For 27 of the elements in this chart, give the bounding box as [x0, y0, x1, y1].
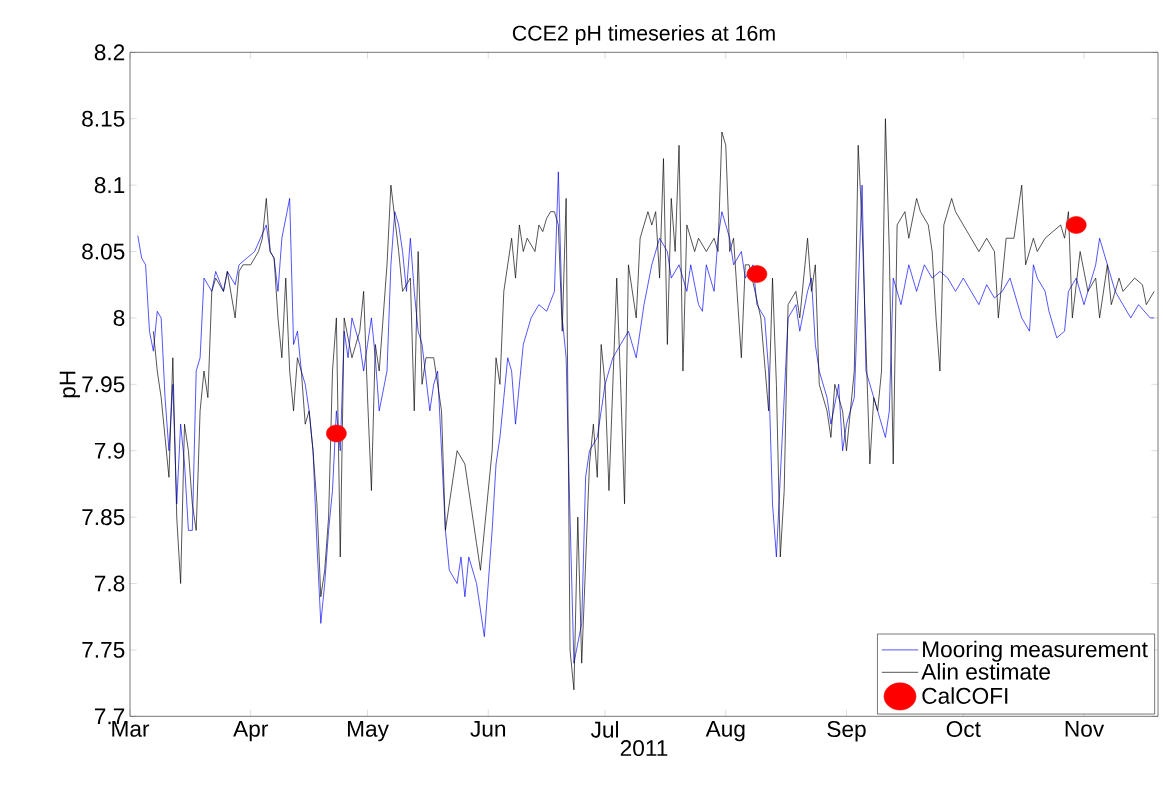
legend-label: CalCOFI [922, 687, 1008, 704]
y-tick-label: 8.2 [94, 44, 125, 61]
y-tick-label: 7.9 [94, 442, 125, 459]
y-tick-label: 8 [113, 309, 125, 326]
x-axis-title: 2011 [620, 740, 668, 757]
x-tick-label: Oct [946, 721, 981, 738]
x-tick-label: Jul [590, 721, 619, 738]
x-tick-label: Aug [705, 721, 745, 742]
legend-label: Mooring measurement [923, 640, 1148, 662]
x-tick-label: Sep [827, 721, 866, 742]
y-axis-title: pH [59, 371, 81, 398]
chart-title: CCE2 pH timeseries at 16m [512, 25, 775, 45]
y-tick-label: 8.05 [82, 243, 125, 260]
y-tick-label: 8.15 [82, 110, 125, 127]
point [746, 265, 768, 283]
y-tick-label: 7.75 [82, 642, 125, 658]
legend-label: Alin estimate [921, 663, 1050, 680]
y-tick-label: 7.85 [82, 509, 125, 526]
x-tick-label: Jun [470, 721, 506, 737]
x-tick-label: Nov [1065, 721, 1105, 737]
point [1065, 216, 1087, 234]
y-tick-label: 8.1 [94, 177, 125, 194]
y-tick-label: 7.8 [94, 575, 125, 592]
x-tick-label: Apr [233, 721, 268, 742]
x-tick-label: May [347, 721, 389, 742]
y-tick-label: 7.95 [82, 376, 125, 393]
point [326, 424, 347, 443]
